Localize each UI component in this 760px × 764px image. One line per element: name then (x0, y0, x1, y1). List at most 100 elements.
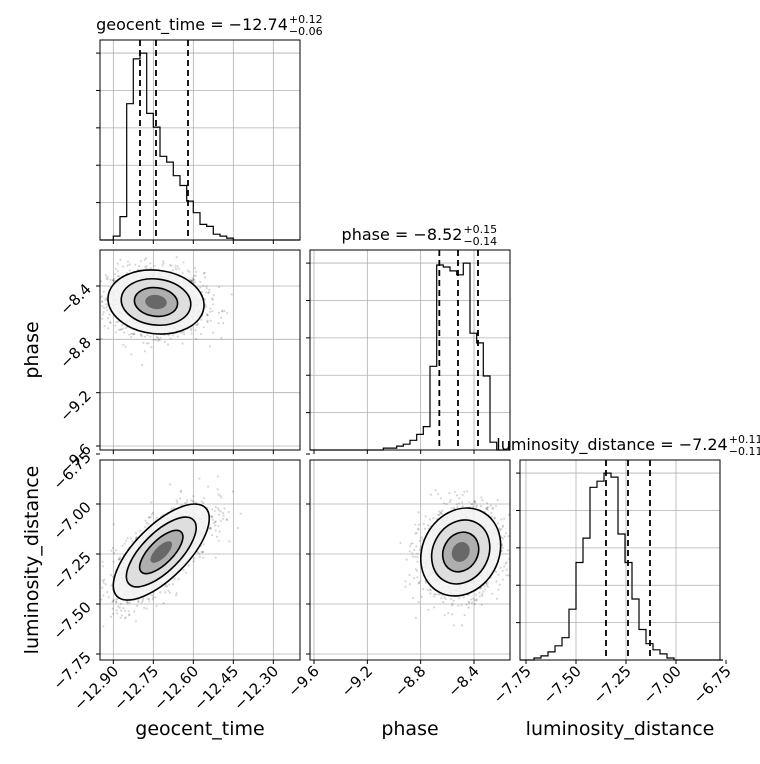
sample-point (134, 532, 137, 535)
sample-point (121, 327, 125, 330)
sample-point (222, 514, 225, 517)
sample-point (101, 579, 104, 582)
sample-point (399, 541, 402, 544)
sample-point (506, 549, 510, 552)
sample-point (443, 595, 446, 599)
sample-point (138, 264, 141, 268)
title-lower-error-geocent_time: −0.06 (289, 25, 323, 38)
sample-point (118, 606, 121, 609)
sample-point (469, 598, 473, 601)
sample-point (147, 597, 151, 601)
sample-point (412, 597, 415, 600)
sample-point (175, 594, 178, 597)
sample-point (112, 279, 115, 282)
sample-point (150, 501, 153, 504)
sample-point (478, 591, 481, 594)
sample-point (181, 342, 184, 345)
joint-phase_vs_geocent_time-frame (99, 249, 301, 451)
sample-point (191, 277, 194, 280)
sample-point (101, 317, 104, 320)
sample-point (457, 502, 461, 505)
sample-point (214, 556, 217, 559)
sample-point (217, 493, 220, 496)
sample-point (461, 493, 464, 496)
sample-point (497, 573, 500, 576)
sample-point (449, 498, 452, 501)
sample-point (144, 519, 147, 522)
sample-point (491, 592, 494, 595)
sample-point (106, 275, 109, 278)
sample-point (422, 522, 425, 526)
sample-point (125, 539, 128, 542)
sample-point (140, 335, 143, 338)
sample-point (489, 504, 493, 507)
sample-point (211, 310, 214, 313)
sample-point (172, 334, 175, 337)
sample-point (145, 521, 148, 524)
sample-point (456, 505, 459, 508)
sample-point (194, 329, 197, 332)
sample-point (413, 577, 416, 580)
sample-point (147, 522, 150, 526)
sample-point (486, 506, 489, 509)
sample-point (147, 342, 150, 345)
sample-point (414, 616, 417, 619)
sample-point (176, 265, 179, 268)
sample-point (493, 516, 496, 519)
sample-point (143, 350, 147, 353)
sample-point (143, 335, 147, 338)
sample-point (152, 338, 155, 341)
sample-point (109, 278, 112, 281)
sample-point (190, 499, 193, 502)
sample-point (221, 309, 224, 312)
density-contour-3 (145, 294, 167, 310)
sample-point (217, 539, 220, 542)
sample-point (113, 277, 116, 281)
sample-point (473, 500, 476, 503)
sample-point (486, 506, 490, 509)
sample-point (182, 331, 185, 334)
sample-point (147, 515, 151, 519)
sample-point (501, 578, 504, 581)
sample-point (205, 313, 208, 316)
sample-point (480, 603, 483, 606)
sample-point (106, 277, 109, 280)
sample-point (445, 502, 448, 506)
sample-point (190, 327, 193, 330)
sample-point (461, 505, 464, 508)
sample-point (166, 585, 169, 588)
sample-point (136, 604, 139, 608)
sample-point (106, 309, 109, 312)
sample-point (486, 585, 490, 588)
sample-point (117, 328, 121, 331)
sample-point (194, 267, 197, 270)
sample-point (203, 271, 206, 274)
sample-point (217, 285, 220, 289)
sample-point (178, 497, 182, 500)
sample-point (172, 583, 175, 586)
sample-point (118, 558, 121, 561)
title-lower-error-phase: −0.14 (463, 235, 497, 248)
sample-point (117, 320, 120, 323)
sample-point (211, 508, 214, 511)
sample-point (216, 475, 219, 478)
sample-point (203, 272, 206, 275)
sample-point (458, 597, 461, 600)
joint-panel-luminosity_distance_vs_phase (309, 459, 511, 661)
sample-point (507, 574, 510, 577)
sample-point (438, 510, 441, 513)
sample-point (439, 497, 442, 500)
sample-point (196, 323, 199, 327)
sample-point (176, 501, 179, 504)
sample-point (195, 323, 198, 327)
sample-point (212, 522, 215, 525)
title-geocent_time: geocent_time = −12.74 (96, 15, 288, 35)
sample-point (507, 513, 510, 516)
sample-point (118, 557, 121, 561)
sample-point (119, 602, 122, 606)
sample-point (130, 332, 133, 336)
sample-point (198, 552, 201, 555)
sample-point (411, 542, 414, 545)
sample-point (225, 519, 229, 522)
sample-point (159, 336, 162, 339)
